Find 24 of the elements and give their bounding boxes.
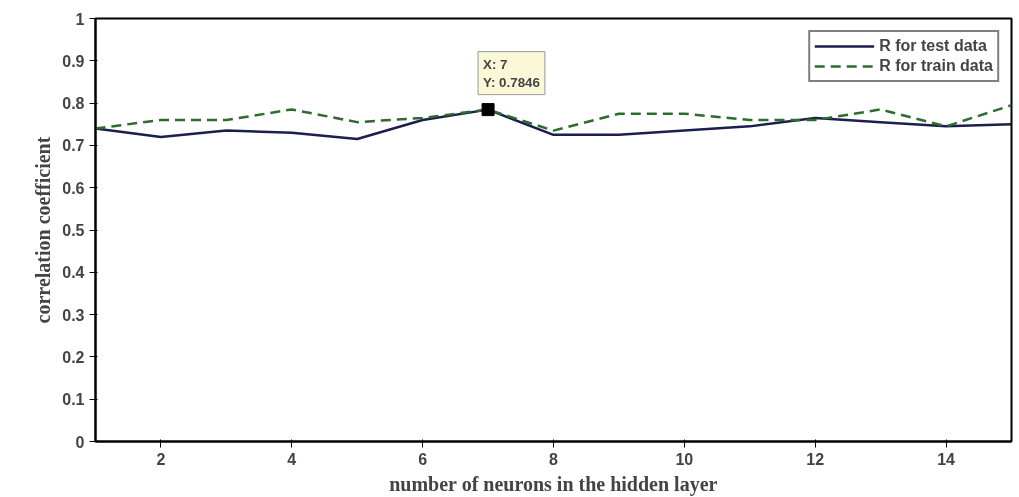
y-tick-label: 0.7 xyxy=(62,137,85,155)
y-tick-label: 0.8 xyxy=(62,95,85,113)
x-axis-title: number of neurons in the hidden layer xyxy=(389,472,718,496)
x-tick-label: 8 xyxy=(549,450,559,468)
y-tick-label: 0 xyxy=(75,433,85,451)
y-tick-label: 0.5 xyxy=(62,222,85,239)
y-tick-label: 0.1 xyxy=(62,391,85,409)
y-tick-label: 0.3 xyxy=(62,306,85,324)
y-tick-label: 0.6 xyxy=(62,179,85,197)
x-tick-label: 14 xyxy=(937,450,956,468)
y-tick-label: 0.2 xyxy=(62,348,85,366)
x-tick-label: 6 xyxy=(418,450,428,468)
x-tick-label: 12 xyxy=(806,450,825,468)
y-tick-label: 0.4 xyxy=(62,264,85,282)
annotation: X: 7 Y: 0.7846 xyxy=(483,56,540,90)
y-tick-label: 0.9 xyxy=(62,52,85,70)
x-tick-label: 4 xyxy=(287,450,297,468)
line-series xyxy=(95,103,1012,132)
legend-label: R for test data xyxy=(879,37,987,55)
y-axis-title: correlation coefficient xyxy=(32,136,55,324)
x-tick-label: 10 xyxy=(675,450,694,468)
x-tick-label: 2 xyxy=(156,450,166,468)
y-tick-label: 1 xyxy=(75,10,85,28)
legend-label: R for train data xyxy=(879,57,993,75)
